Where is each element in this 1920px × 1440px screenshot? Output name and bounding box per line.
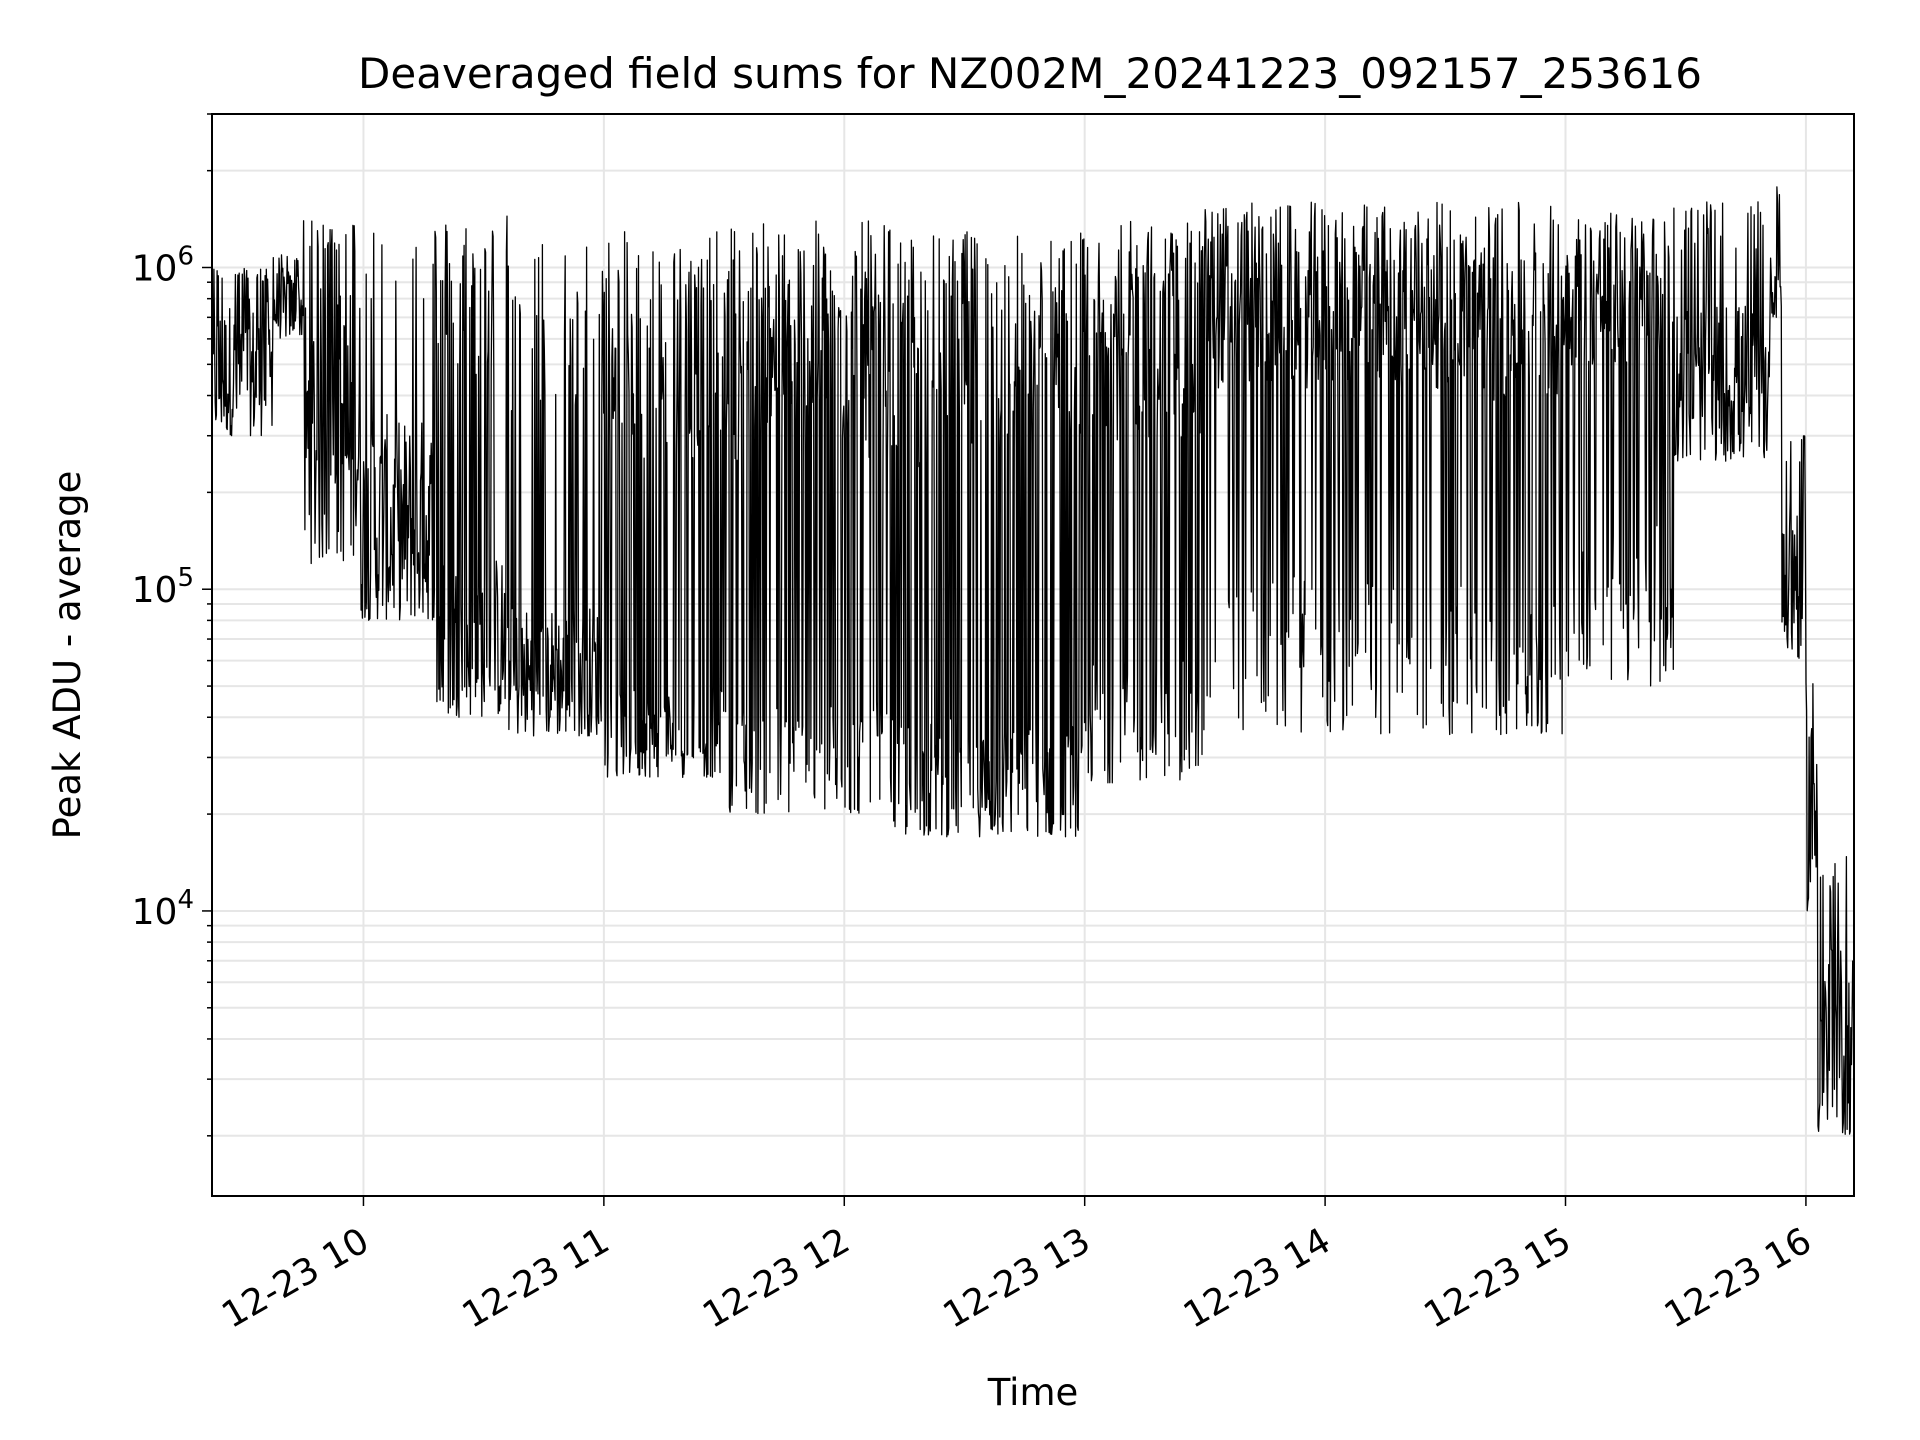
y-tick-base: 10 [132, 570, 178, 611]
y-tick-base: 10 [132, 892, 178, 933]
y-tick-exponent: 4 [177, 885, 194, 915]
y-tick-exponent: 5 [177, 563, 194, 593]
chart-title: Deaveraged field sums for NZ002M_2024122… [358, 49, 1702, 98]
y-tick-label: 106 [132, 241, 194, 289]
y-tick-exponent: 6 [177, 241, 194, 271]
x-axis-label: Time [987, 1371, 1079, 1414]
y-axis-label: Peak ADU - average [46, 471, 89, 840]
y-tick-label: 105 [132, 563, 194, 611]
plot-frame [211, 113, 1855, 1197]
plot-area [211, 186, 1855, 1135]
y-tick-base: 10 [132, 248, 178, 289]
y-tick-label: 104 [132, 885, 194, 933]
series-line [211, 186, 1855, 1135]
